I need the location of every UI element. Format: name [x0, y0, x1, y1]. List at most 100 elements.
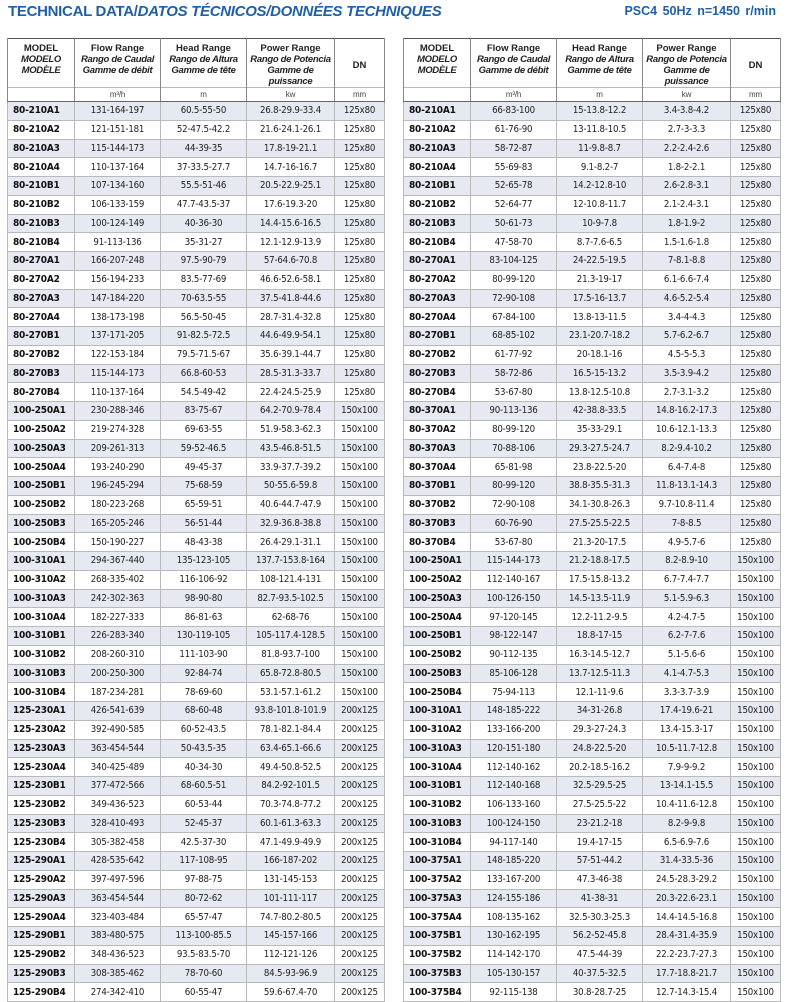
table-row: 100-250A3 209-261-313 59-52-46.5 43.5-46.8-…	[7, 438, 385, 459]
table-row: 80-210B1 107-134-160 55.5-51-46 20.5-22.9-2…	[7, 176, 385, 196]
cell-model: 100-310B1	[7, 626, 75, 646]
cell-dn: 200x125	[334, 794, 385, 815]
cell-dn: 125x80	[334, 101, 385, 121]
cell-head-range: 17.5-15.8-13.2	[556, 569, 643, 590]
column-header-flow: Flow Range Rango de Caudal Gamme de débit	[470, 38, 557, 88]
cell-dn: 150x100	[334, 532, 385, 552]
cell-flow-range: 58-72-87	[470, 138, 557, 159]
cell-dn: 150x100	[730, 851, 781, 871]
cell-flow-range: 106-133-160	[470, 794, 557, 815]
cell-flow-range: 124-155-186	[470, 888, 557, 909]
cell-head-range: 60-53-44	[160, 794, 247, 815]
table-row: 100-250A2 112-140-167 17.5-15.8-13.2 6.7-7.…	[403, 569, 781, 590]
cell-power-range: 14.4-14.5-16.8	[642, 907, 731, 927]
cell-power-range: 65.8-72.8-80.5	[246, 663, 335, 684]
cell-flow-range: 90-113-136	[470, 401, 557, 421]
cell-head-range: 49-45-37	[160, 457, 247, 477]
cell-flow-range: 85-106-128	[470, 663, 557, 684]
cell-model: 125-290A2	[7, 869, 75, 890]
cell-head-range: 40-37.5-32.5	[556, 963, 643, 984]
cell-head-range: 86-81-63	[160, 607, 247, 627]
table-row: 100-375A1 148-185-220 57-51-44.2 31.4-33.5-…	[403, 851, 781, 871]
cell-dn: 125x80	[334, 213, 385, 234]
cell-dn: 200x125	[334, 944, 385, 965]
cell-head-range: 56.5-50-45	[160, 307, 247, 327]
cell-head-range: 23.8-22.5-20	[556, 457, 643, 477]
cell-flow-range: 55-69-83	[470, 157, 557, 177]
cell-flow-range: 52-65-78	[470, 176, 557, 196]
cell-model: 80-370A3	[403, 438, 471, 459]
cell-flow-range: 108-135-162	[470, 907, 557, 927]
table-row: 80-210B4 91-113-136 35-31-27 12.1-12.9-13.9…	[7, 232, 385, 252]
cell-model: 80-270A2	[7, 269, 75, 290]
table-row: 125-230A3 363-454-544 50-43.5-35 63.4-65.1-…	[7, 738, 385, 759]
cell-power-range: 145-157-166	[246, 926, 335, 946]
cell-power-range: 1.8-2-2.1	[642, 157, 731, 177]
table-row: 100-310B2 208-260-310 111-103-90 81.8-93.7-…	[7, 644, 385, 665]
cell-model: 80-210A2	[403, 119, 471, 140]
cell-head-range: 27.5-25.5-22.5	[556, 513, 643, 534]
cell-power-range: 3.4-3.8-4.2	[642, 101, 731, 121]
cell-power-range: 60.1-61.3-63.3	[246, 813, 335, 834]
cell-head-range: 60-52-43.5	[160, 719, 247, 740]
table-row: 100-310A1 148-185-222 34-31-26.8 17.4-19.6-…	[403, 701, 781, 721]
cell-flow-range: 100-124-149	[74, 213, 161, 234]
cell-head-range: 93.5-83.5-70	[160, 944, 247, 965]
cell-dn: 125x80	[730, 513, 781, 534]
cell-flow-range: 148-185-220	[470, 851, 557, 871]
cell-flow-range: 53-67-80	[470, 382, 557, 402]
cell-model: 100-250A4	[7, 457, 75, 477]
cell-power-range: 20.5-22.9-25.1	[246, 176, 335, 196]
cell-dn: 200x125	[334, 757, 385, 777]
column-header-dn: DN	[334, 38, 385, 88]
table-row: 100-250A1 230-288-346 83-75-67 64.2-70.9-78…	[7, 401, 385, 421]
cell-model: 100-310B3	[403, 813, 471, 834]
cell-dn: 200x125	[334, 888, 385, 909]
cell-head-range: 30.8-28.7-25	[556, 982, 643, 1002]
cell-dn: 200x125	[334, 719, 385, 740]
cell-flow-range: 115-144-173	[470, 551, 557, 571]
cell-flow-range: 274-342-410	[74, 982, 161, 1002]
table-row: 100-375B2 114-142-170 47.5-44-39 22.2-23.7-…	[403, 944, 781, 965]
cell-dn: 150x100	[334, 513, 385, 534]
cell-head-range: 23.1-20.7-18.2	[556, 326, 643, 346]
table-row: 80-210B2 106-133-159 47.7-43.5-37 17.6-19.3…	[7, 194, 385, 215]
cell-model: 100-310B4	[403, 832, 471, 852]
cell-flow-range: 148-185-222	[470, 701, 557, 721]
cell-head-range: 47.3-46-38	[556, 869, 643, 890]
cell-model: 125-290A1	[7, 851, 75, 871]
cell-dn: 125x80	[334, 288, 385, 309]
header-en: Flow Range	[90, 43, 145, 54]
header-es: Rango de Caudal	[80, 54, 155, 65]
cell-model: 80-270B2	[7, 344, 75, 365]
table-row: 125-230B4 305-382-458 42.5-37-30 47.1-49.9-…	[7, 832, 385, 852]
table-row: 100-310B3 200-250-300 92-84-74 65.8-72.8-80…	[7, 663, 385, 684]
table-row: 100-250B2 90-112-135 16.3-14.5-12.7 5.1-5.6…	[403, 644, 781, 665]
cell-power-range: 14.4-15.6-16.5	[246, 213, 335, 234]
cell-model: 80-210B1	[403, 176, 471, 196]
cell-dn: 150x100	[334, 551, 385, 571]
cell-flow-range: 112-140-162	[470, 757, 557, 777]
header-row: MODEL MODELO MODÈLE Flow Range Rango de Caud…	[403, 38, 781, 88]
cell-power-range: 4.1-4.7-5.3	[642, 663, 731, 684]
cell-power-range: 24.5-28.3-29.2	[642, 869, 731, 890]
cell-model: 100-375B3	[403, 963, 471, 984]
cell-model: 100-250A1	[403, 551, 471, 571]
table-row: 80-270A2 156-194-233 83.5-77-69 46.6-52.6-5…	[7, 269, 385, 290]
cell-dn: 150x100	[730, 626, 781, 646]
cell-power-range: 33.9-37.7-39.2	[246, 457, 335, 477]
cell-dn: 125x80	[334, 232, 385, 252]
cell-power-range: 10.6-12.1-13.3	[642, 419, 731, 440]
table-row: 125-230A4 340-425-489 40-34-30 49.4-50.8-52…	[7, 757, 385, 777]
cell-dn: 200x125	[334, 926, 385, 946]
cell-power-range: 64.2-70.9-78.4	[246, 401, 335, 421]
cell-dn: 125x80	[334, 194, 385, 215]
table-row: 100-310B1 226-283-340 130-119-105 105-117.4…	[7, 626, 385, 646]
cell-flow-range: 196-245-294	[74, 476, 161, 496]
column-header-power: Power Range Rango de Potencia Gamme de pui…	[642, 38, 731, 88]
cell-model: 100-375A3	[403, 888, 471, 909]
cell-dn: 150x100	[730, 644, 781, 665]
table-row: 80-210A4 55-69-83 9.1-8.2-7 1.8-2-2.1 125x80	[403, 157, 781, 177]
cell-model: 100-375B1	[403, 926, 471, 946]
header-en: Power Range	[260, 43, 321, 54]
